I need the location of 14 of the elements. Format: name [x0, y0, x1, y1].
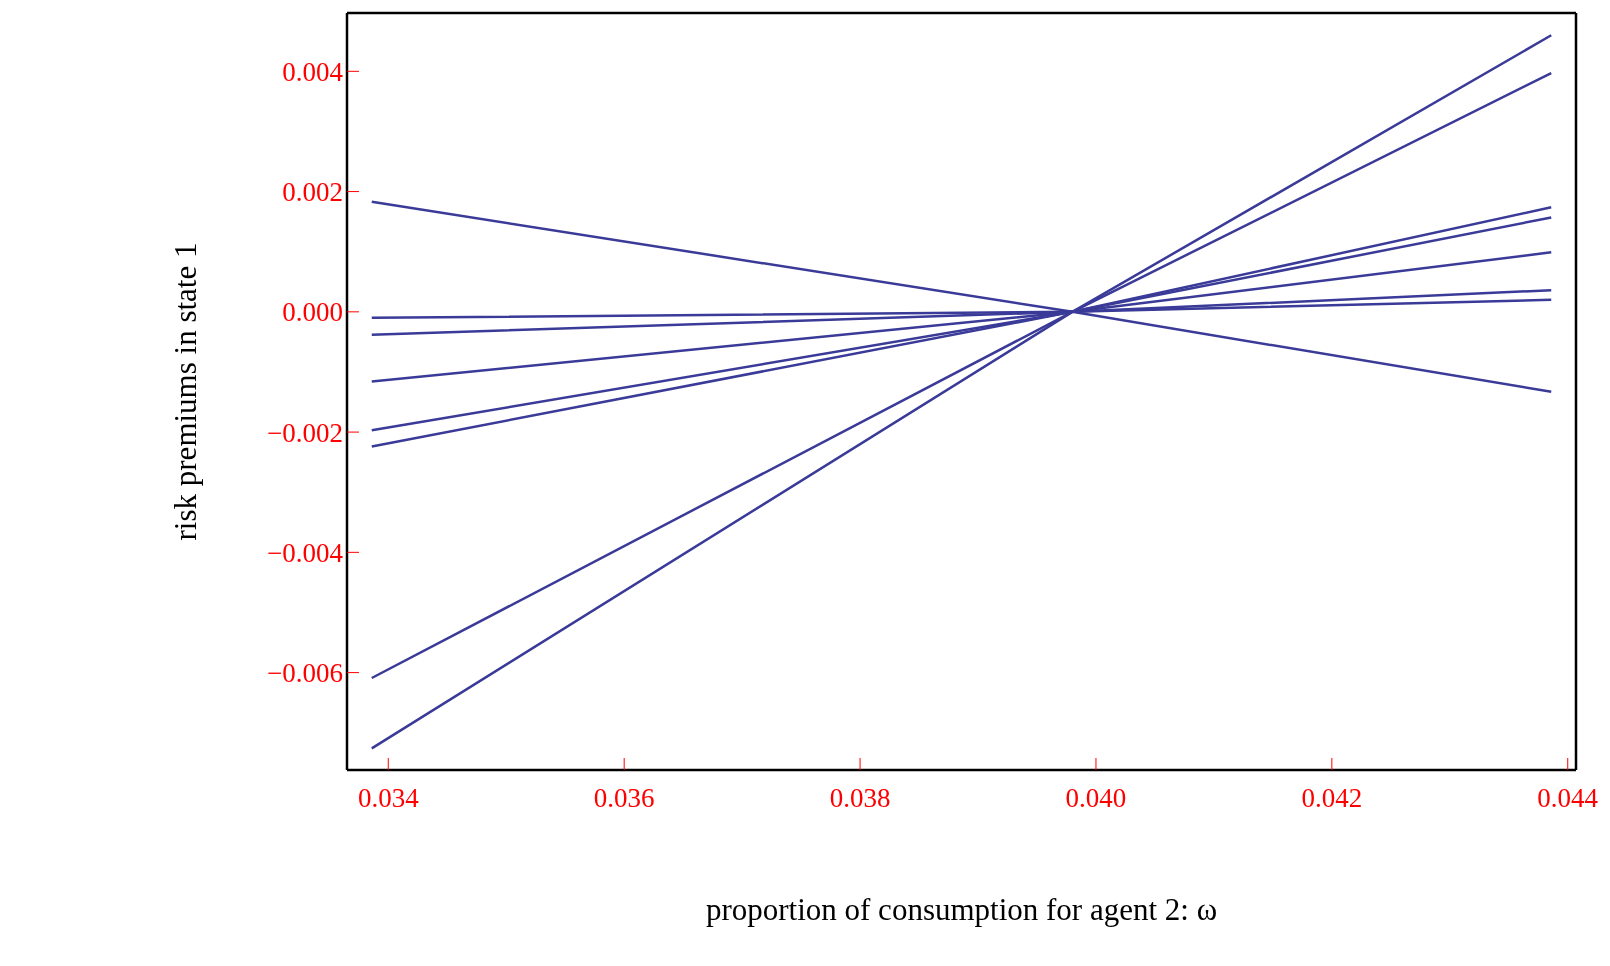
- y-axis-title: risk premiums in state 1: [168, 242, 204, 541]
- y-tick-label: 0.004: [282, 56, 344, 87]
- y-tick-label: −0.002: [267, 417, 343, 448]
- y-tick-label: 0.002: [282, 177, 343, 208]
- x-tick-label: 0.038: [829, 783, 891, 814]
- x-tick-label: 0.034: [357, 783, 420, 814]
- x-tick-label: 0.036: [593, 783, 655, 814]
- x-tick-label: 0.044: [1537, 783, 1599, 814]
- x-tick-label: 0.042: [1301, 783, 1363, 814]
- x-tick-label: 0.040: [1065, 783, 1127, 814]
- y-tick-label: −0.004: [267, 537, 344, 568]
- y-tick-label: 0.000: [282, 297, 343, 328]
- x-axis-title: proportion of consumption for agent 2: ω: [705, 892, 1218, 927]
- y-tick-label: −0.006: [267, 658, 343, 689]
